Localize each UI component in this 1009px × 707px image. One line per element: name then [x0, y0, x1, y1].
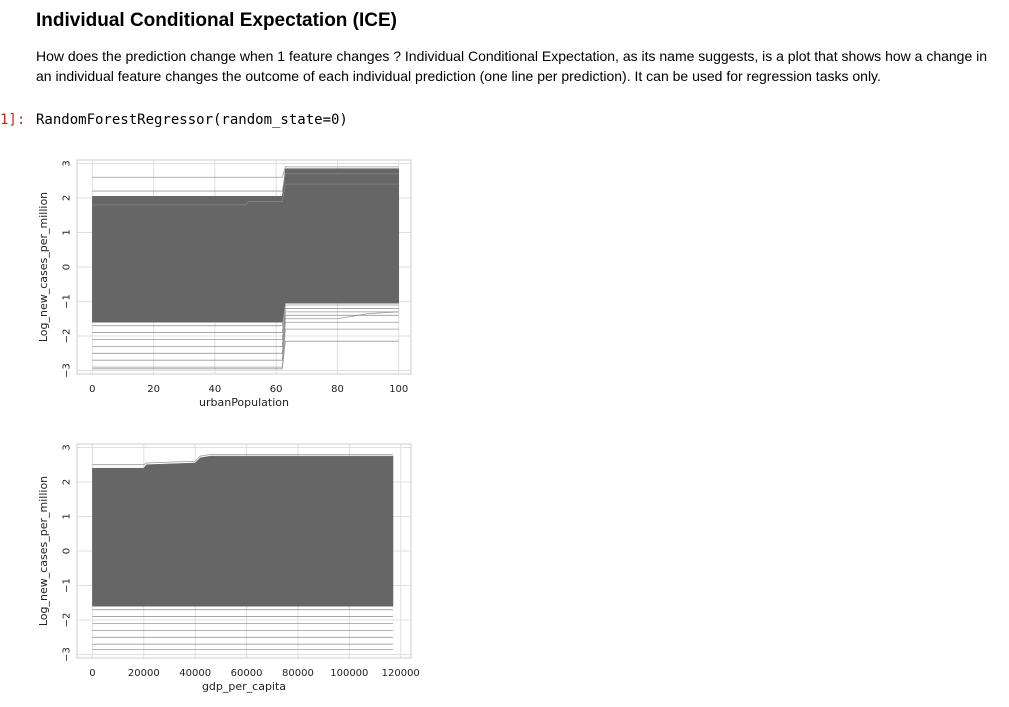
- x-tick-label: 80000: [282, 668, 314, 679]
- ice-line-4: [92, 308, 399, 333]
- y-tick-label: 2: [62, 195, 73, 201]
- x-tick-label: 0: [89, 668, 95, 679]
- y-tick-label: −3: [62, 363, 73, 378]
- plot-frame: [76, 443, 412, 659]
- x-tick-label: 40: [209, 384, 222, 395]
- ice-line-10: [92, 340, 399, 370]
- ice-line-5: [92, 311, 399, 340]
- x-tick-label: 100: [389, 384, 408, 395]
- y-tick-label: 1: [62, 513, 73, 519]
- x-tick-label: 60000: [231, 668, 263, 679]
- ice-lines-band: [92, 455, 394, 607]
- section-title: Individual Conditional Expectation (ICE): [36, 10, 398, 31]
- y-tick-label: −2: [62, 613, 73, 628]
- y-tick-label: 0: [62, 548, 73, 554]
- cell-prompt: 1]:: [0, 112, 26, 128]
- x-tick-label: 100000: [330, 668, 368, 679]
- ice-line-2: [92, 166, 399, 178]
- x-tick-label: 20000: [128, 668, 160, 679]
- x-tick-label: 20: [147, 384, 160, 395]
- x-tick-label: 60: [270, 384, 283, 395]
- x-tick-label: 0: [89, 384, 95, 395]
- x-axis-label: gdp_per_capita: [202, 680, 286, 693]
- y-axis-label: Log_new_cases_per_million: [37, 192, 50, 342]
- ice-line-7: [92, 311, 399, 354]
- ice-line-8: [92, 321, 399, 361]
- ice-lines-band: [92, 168, 399, 323]
- ice-line-9: [92, 328, 399, 368]
- x-axis-label: urbanPopulation: [199, 396, 289, 409]
- ice-chart-urban-population: 0 20 40 60 80 100 −3 −2 −1 0 1 2 3 urbanPopulation Log…: [0, 148, 440, 418]
- plot-frame: [76, 159, 412, 375]
- cell-output-text: RandomForestRegressor(random_state=0): [36, 112, 348, 128]
- ice-plot-1: 0 20 40 60 80 100 −3 −2 −1 0 1 2 3 urbanPopulation Log…: [37, 159, 412, 409]
- y-tick-label: −3: [62, 647, 73, 662]
- ice-line-3: [92, 304, 399, 327]
- y-tick-label: 1: [62, 229, 73, 235]
- ice-chart-gdp-per-capita: 0 20000 40000 60000 80000 100000 120000 −3 −2 −1 0…: [0, 432, 440, 702]
- x-tick-label: 40000: [179, 668, 211, 679]
- y-tick-label: 2: [62, 479, 73, 485]
- y-tick-label: 0: [62, 264, 73, 270]
- ice-line-6: [92, 314, 399, 347]
- y-tick-label: −1: [62, 578, 73, 593]
- y-tick-label: 3: [62, 160, 73, 166]
- ice-line-0: [92, 453, 394, 466]
- ice-line-1: [92, 183, 399, 206]
- ice-line-0: [92, 173, 399, 192]
- x-tick-label: 120000: [382, 668, 420, 679]
- y-tick-label: −1: [62, 294, 73, 309]
- y-tick-label: 3: [62, 444, 73, 450]
- y-axis-label: Log_new_cases_per_million: [37, 476, 50, 626]
- y-tick-label: −2: [62, 329, 73, 344]
- ice-plot-2: 0 20000 40000 60000 80000 100000 120000 −3 −2 −1 0…: [37, 443, 420, 693]
- x-tick-label: 80: [331, 384, 344, 395]
- section-description: How does the prediction change when 1 fe…: [36, 48, 988, 84]
